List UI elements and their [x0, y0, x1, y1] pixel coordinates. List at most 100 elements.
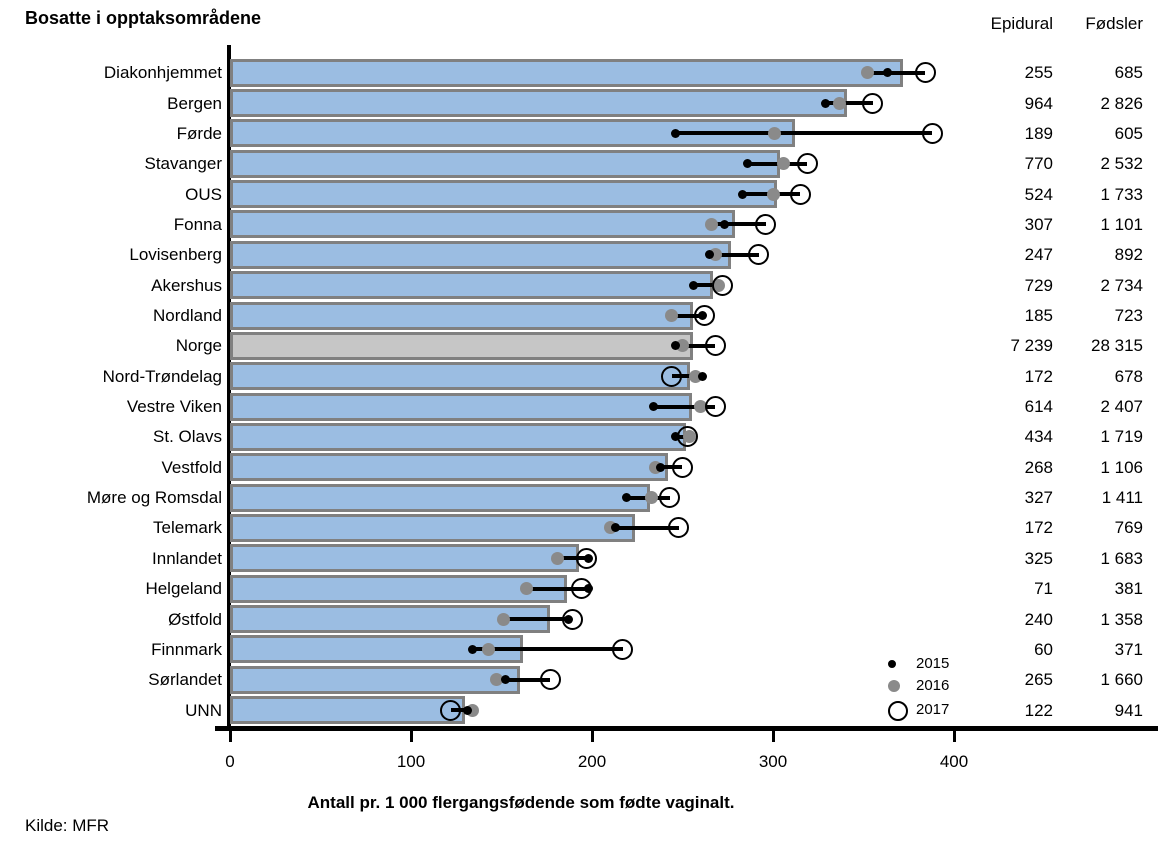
connector-line [655, 465, 683, 470]
x-tick-label: 300 [758, 752, 788, 771]
marker-2017-circle [796, 153, 818, 175]
connector-line [610, 525, 679, 530]
fodsler-value: 892 [1114, 245, 1143, 265]
fodsler-value: 1 411 [1101, 488, 1143, 508]
marker-2015-dot [882, 68, 892, 78]
marker-2017-circle [914, 62, 936, 84]
marker-2017-circle [668, 517, 690, 539]
bar [230, 422, 687, 451]
category-label: Innlandet [152, 548, 222, 568]
fodsler-value: 371 [1114, 639, 1143, 659]
marker-2017-circle [748, 244, 770, 266]
marker-2016-dot [766, 187, 780, 201]
epidural-value: 122 [1024, 700, 1053, 720]
epidural-value: 327 [1024, 488, 1053, 508]
epidural-value: 325 [1024, 548, 1053, 568]
connector-line [867, 70, 926, 75]
epidural-value: 524 [1024, 184, 1053, 204]
marker-2016-dot [777, 157, 791, 171]
marker-2016-dot [768, 126, 782, 140]
bar [230, 453, 669, 482]
connector-line [653, 404, 716, 409]
category-label: Sørlandet [148, 670, 222, 690]
epidural-value: 434 [1024, 427, 1053, 447]
bar [230, 210, 735, 239]
marker-2017-circle [576, 547, 598, 569]
fodsler-value: 2 407 [1100, 397, 1143, 417]
marker-2015-dot [670, 128, 680, 138]
connector-line [709, 252, 759, 257]
marker-2017-circle [711, 274, 733, 296]
marker-2016-dot [833, 96, 847, 110]
marker-2017-circle [570, 578, 592, 600]
fodsler-value: 723 [1114, 306, 1143, 325]
category-label: Bergen [167, 93, 222, 113]
marker-2016-dot [551, 551, 565, 565]
marker-2015-dot [670, 341, 680, 351]
legend-2015-label: 2015 [916, 655, 950, 672]
x-tick-label: 0 [225, 752, 235, 771]
marker-2016-dot [860, 66, 874, 80]
marker-2015-dot [611, 523, 621, 533]
epidural-value: 307 [1024, 214, 1053, 234]
epidural-value: 172 [1024, 518, 1053, 538]
marker-2015-dot [621, 493, 631, 503]
source-note: Kilde: MFR [25, 816, 110, 835]
legend-item-2016: 2016 [868, 675, 1008, 697]
epidural-value: 71 [1034, 579, 1053, 599]
marker-2017-circle [440, 699, 462, 721]
category-label: Møre og Romsdal [86, 488, 222, 508]
connector-line [496, 677, 551, 682]
fodsler-value: 1 106 [1100, 457, 1143, 477]
marker-2016-dot [694, 400, 708, 414]
marker-2015-dot [697, 371, 707, 381]
x-tick [409, 731, 413, 742]
marker-2017-circle [704, 396, 726, 418]
bar [230, 301, 694, 330]
connector-line [825, 101, 873, 106]
column-header-fodsler: Fødsler [1085, 14, 1143, 33]
bar [230, 574, 567, 603]
connector-line [671, 374, 703, 379]
epidural-value: 189 [1024, 123, 1053, 143]
epidural-value: 60 [1034, 639, 1053, 659]
marker-2015-dot [743, 159, 753, 169]
category-label: UNN [185, 700, 222, 720]
category-label: Nord-Trøndelag [102, 366, 222, 386]
connector-line [675, 131, 933, 136]
fodsler-value: 1 719 [1100, 427, 1143, 447]
marker-2015-dot [688, 280, 698, 290]
connector-line [557, 556, 589, 561]
marker-2015-dot [820, 98, 830, 108]
bar [230, 180, 777, 209]
marker-2017-circle [862, 92, 884, 114]
fodsler-value: 2 734 [1100, 275, 1143, 295]
category-label: Stavanger [144, 154, 223, 174]
category-label: Akershus [151, 275, 222, 295]
connector-line [526, 586, 589, 591]
x-tick [590, 731, 594, 742]
category-label: Vestre Viken [126, 397, 222, 417]
fodsler-value: 941 [1114, 700, 1143, 720]
marker-2017-circle [612, 638, 634, 660]
fodsler-value: 678 [1114, 366, 1143, 386]
bar-norge [230, 331, 694, 360]
legend-2016-label: 2016 [916, 677, 950, 694]
connector-line [671, 313, 705, 318]
bar [230, 513, 636, 542]
marker-2016-dot [704, 217, 718, 231]
fodsler-value: 769 [1114, 518, 1143, 538]
x-axis-label: Antall pr. 1 000 flergangsfødende som fø… [307, 793, 735, 812]
connector-line [503, 617, 573, 621]
fodsler-value: 605 [1114, 123, 1143, 143]
epidural-value: 614 [1024, 397, 1053, 417]
connector-line [472, 647, 623, 652]
epidural-value: 265 [1024, 670, 1053, 690]
bar [230, 240, 732, 269]
x-tick-label: 100 [396, 752, 426, 771]
marker-2017-circle [755, 213, 777, 235]
marker-2016-dot [496, 612, 510, 626]
bar [230, 665, 520, 694]
marker-2015-dot [462, 705, 472, 715]
x-tick [952, 731, 956, 742]
